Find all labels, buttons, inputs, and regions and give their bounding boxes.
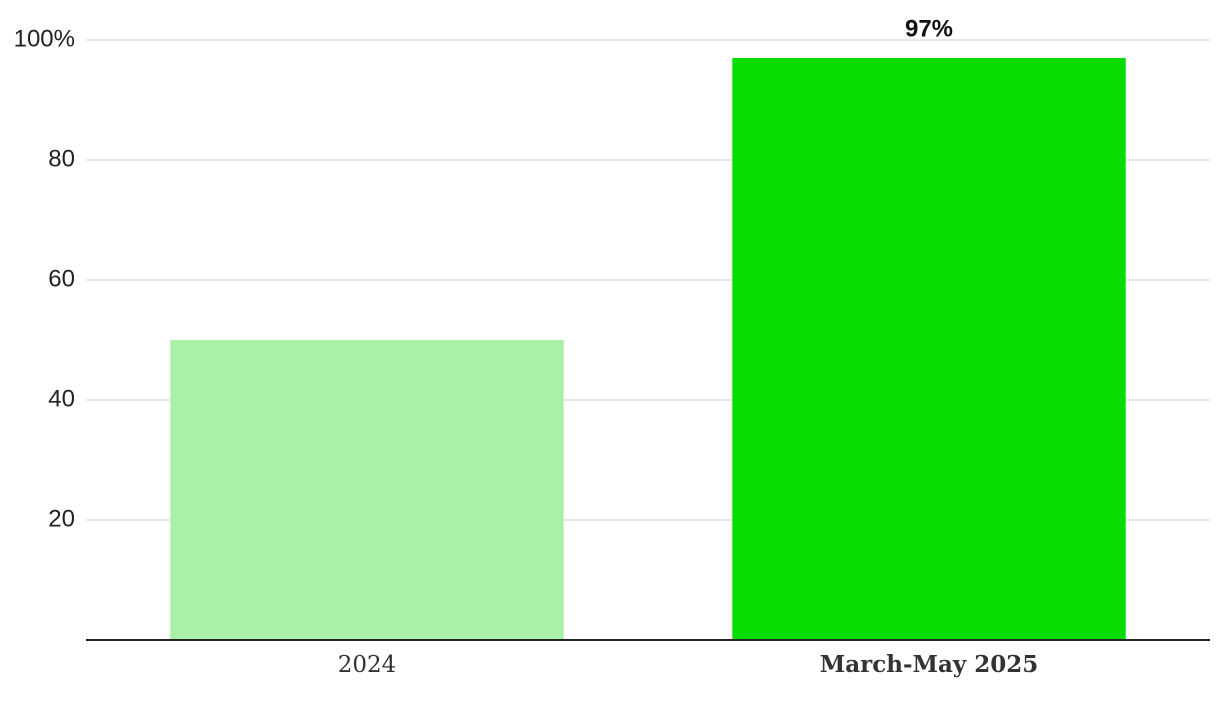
x-tick-label: 2024: [338, 652, 397, 678]
y-tick-label: 20: [48, 505, 75, 532]
x-tick-label: March-May 2025: [820, 651, 1039, 678]
value-label: 97%: [905, 15, 953, 42]
y-tick-label: 60: [48, 265, 75, 292]
y-tick-label: 40: [48, 385, 75, 412]
bar: [170, 340, 564, 640]
bar: [732, 58, 1126, 640]
y-tick-label: 100%: [14, 25, 75, 52]
y-tick-label: 80: [48, 145, 75, 172]
